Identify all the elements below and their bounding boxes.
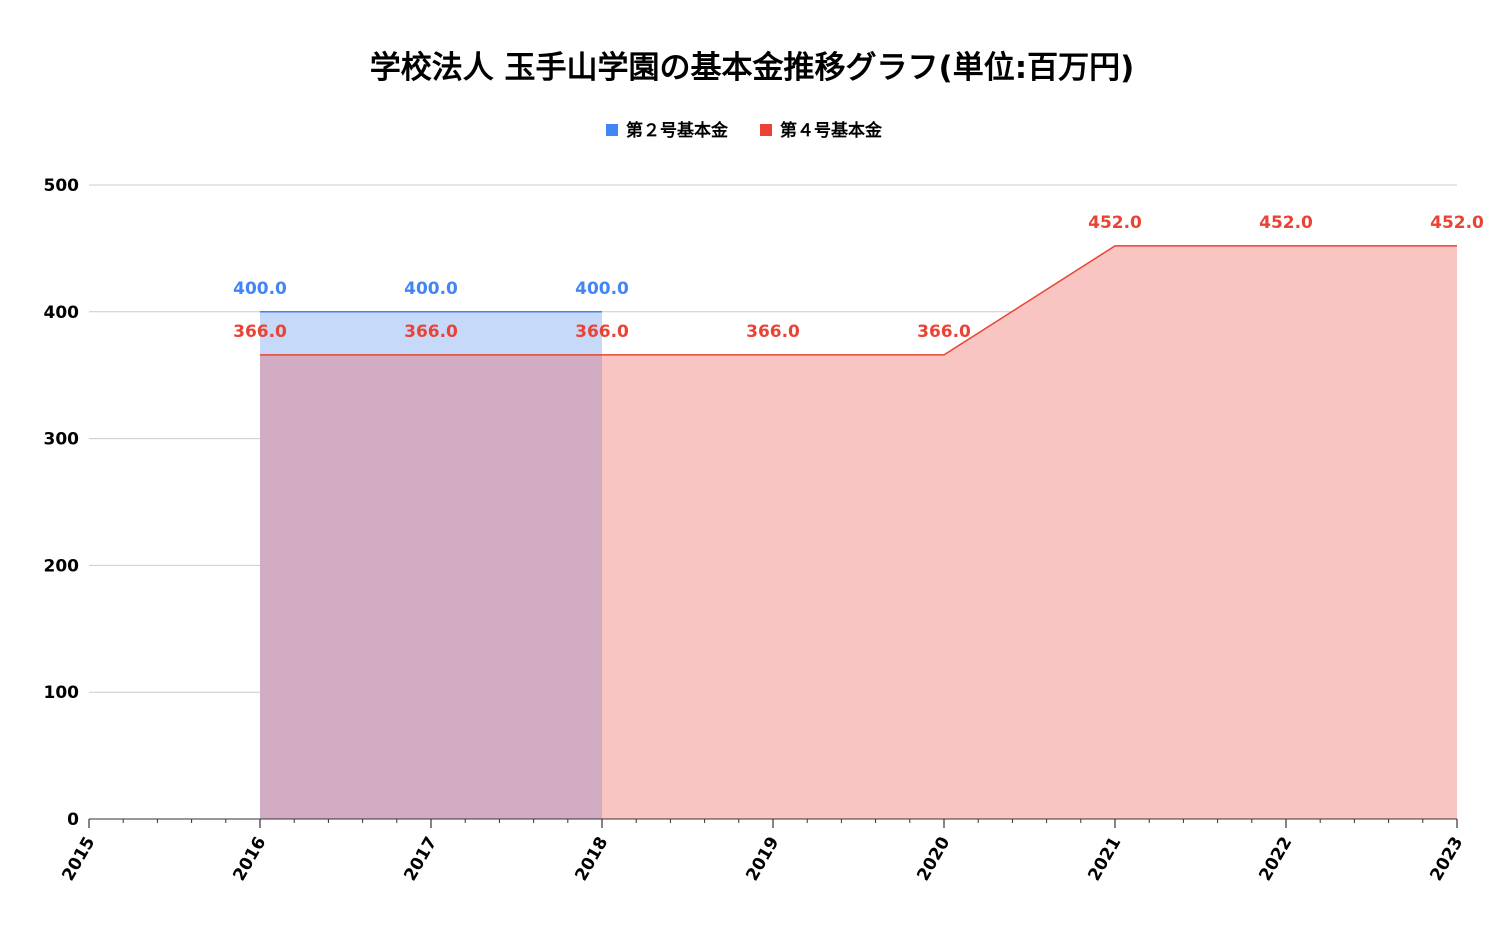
data-label-series-4-2021: 452.0 (1088, 213, 1142, 233)
y-tick-label-200: 200 (44, 556, 80, 576)
y-tick-label-300: 300 (44, 430, 80, 450)
data-label-series-2-2017: 400.0 (404, 279, 458, 299)
data-label-series-4-2016: 366.0 (233, 322, 287, 342)
legend-label-series-4: 第４号基本金 (780, 120, 883, 141)
data-labels: 400.0 400.0 400.0 366.0 366.0 366.0 366.0 366.0… (233, 213, 1484, 342)
y-tick-label-400: 400 (44, 303, 80, 323)
x-tick-label-2022: 2022 (1255, 834, 1296, 885)
data-label-series-2-2016: 400.0 (233, 279, 287, 299)
y-tick-label-0: 0 (67, 810, 79, 830)
plot-area (260, 245, 1457, 819)
data-label-series-4-2022: 452.0 (1259, 213, 1313, 233)
data-label-series-4-2017: 366.0 (404, 322, 458, 342)
data-label-series-4-2019: 366.0 (746, 322, 800, 342)
x-tick-label-2023: 2023 (1426, 834, 1467, 885)
legend: 第２号基本金 第４号基本金 (606, 120, 883, 141)
x-tick-label-2016: 2016 (229, 834, 270, 885)
data-label-series-4-2023: 452.0 (1430, 213, 1484, 233)
legend-swatch-series-4 (760, 124, 772, 136)
data-label-series-2-2018: 400.0 (575, 279, 629, 299)
data-label-series-4-2018: 366.0 (575, 322, 629, 342)
x-tick-label-2018: 2018 (571, 834, 612, 885)
data-label-series-4-2020: 366.0 (917, 322, 971, 342)
legend-label-series-2: 第２号基本金 (626, 120, 729, 141)
x-tick-label-2020: 2020 (913, 833, 954, 884)
line-series-4 (260, 245, 1457, 356)
y-tick-label-100: 100 (44, 683, 80, 703)
x-tick-label-2015: 2015 (58, 834, 99, 885)
legend-swatch-series-2 (606, 124, 618, 136)
x-tick-label-2019: 2019 (742, 834, 783, 885)
x-tick-label-2021: 2021 (1084, 834, 1125, 885)
area-overlap (260, 354, 602, 819)
chart-title: 学校法人 玉手山学園の基本金推移グラフ(単位:百万円) (370, 50, 1135, 86)
y-tick-label-500: 500 (44, 176, 80, 196)
x-tick-label-2017: 2017 (400, 834, 441, 885)
